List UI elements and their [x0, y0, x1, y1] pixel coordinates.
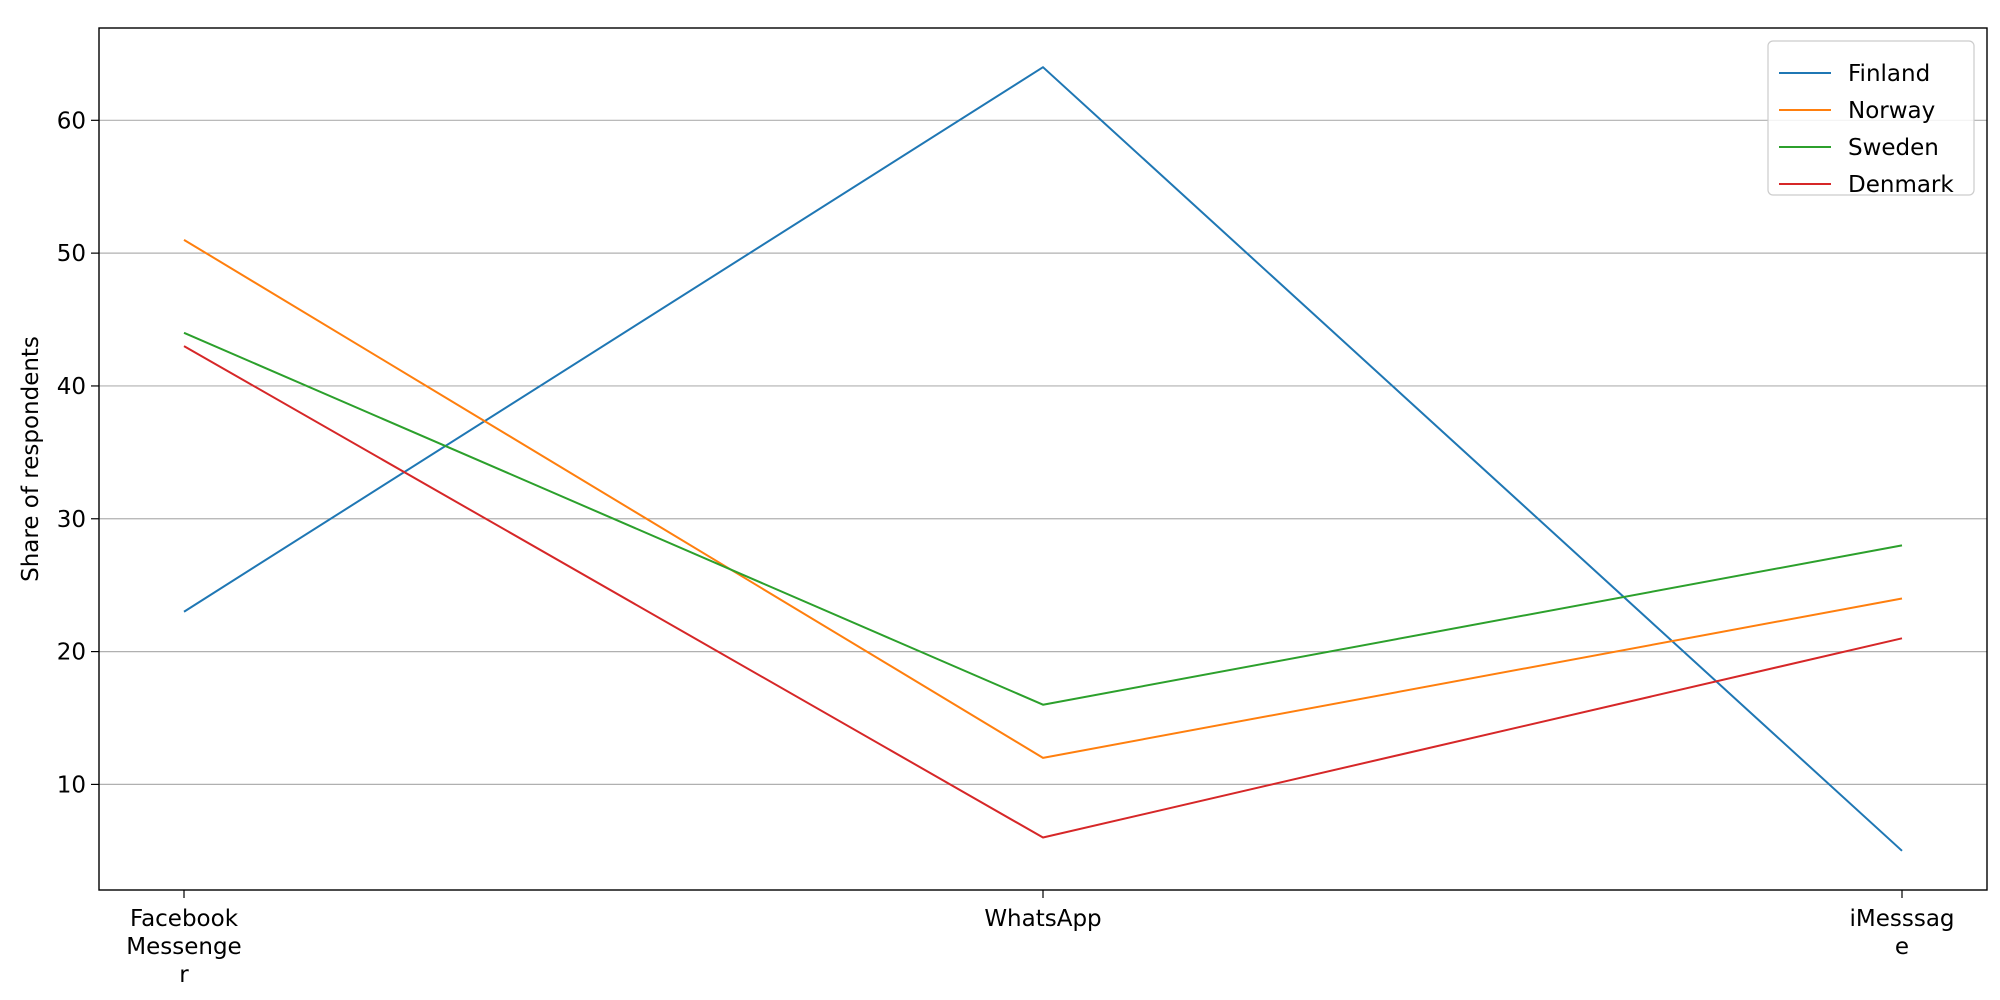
y-axis-label: Share of respondents — [18, 336, 44, 582]
y-tick-label: 20 — [57, 640, 86, 666]
x-axis: Facebook Messenge r WhatsApp iMesssag e — [126, 890, 1955, 988]
series-lines — [183, 66, 1903, 852]
y-tick-label: 30 — [57, 507, 86, 533]
series-line-finland — [183, 66, 1903, 852]
series-line-norway — [183, 238, 1903, 759]
series-line-denmark — [183, 345, 1903, 839]
legend: Finland Norway Sweden Denmark — [1767, 40, 1975, 198]
y-axis: 10 20 30 40 50 60 — [57, 108, 99, 798]
legend-label: Norway — [1848, 98, 1935, 124]
legend-box — [1767, 40, 1975, 196]
y-tick-label: 10 — [57, 772, 86, 798]
y-tick-label: 50 — [57, 241, 86, 267]
legend-label: Finland — [1848, 61, 1930, 87]
y-tick-label: 60 — [57, 108, 86, 134]
legend-label: Sweden — [1848, 135, 1939, 161]
y-tick-label: 40 — [57, 374, 86, 400]
gridlines — [99, 119, 1987, 786]
x-tick-label: iMesssag e — [1849, 906, 1954, 960]
x-tick-label: Facebook Messenge r — [126, 906, 241, 988]
series-line-sweden — [183, 331, 1903, 706]
legend-label: Denmark — [1848, 172, 1954, 198]
x-tick-label: WhatsApp — [984, 906, 1101, 932]
